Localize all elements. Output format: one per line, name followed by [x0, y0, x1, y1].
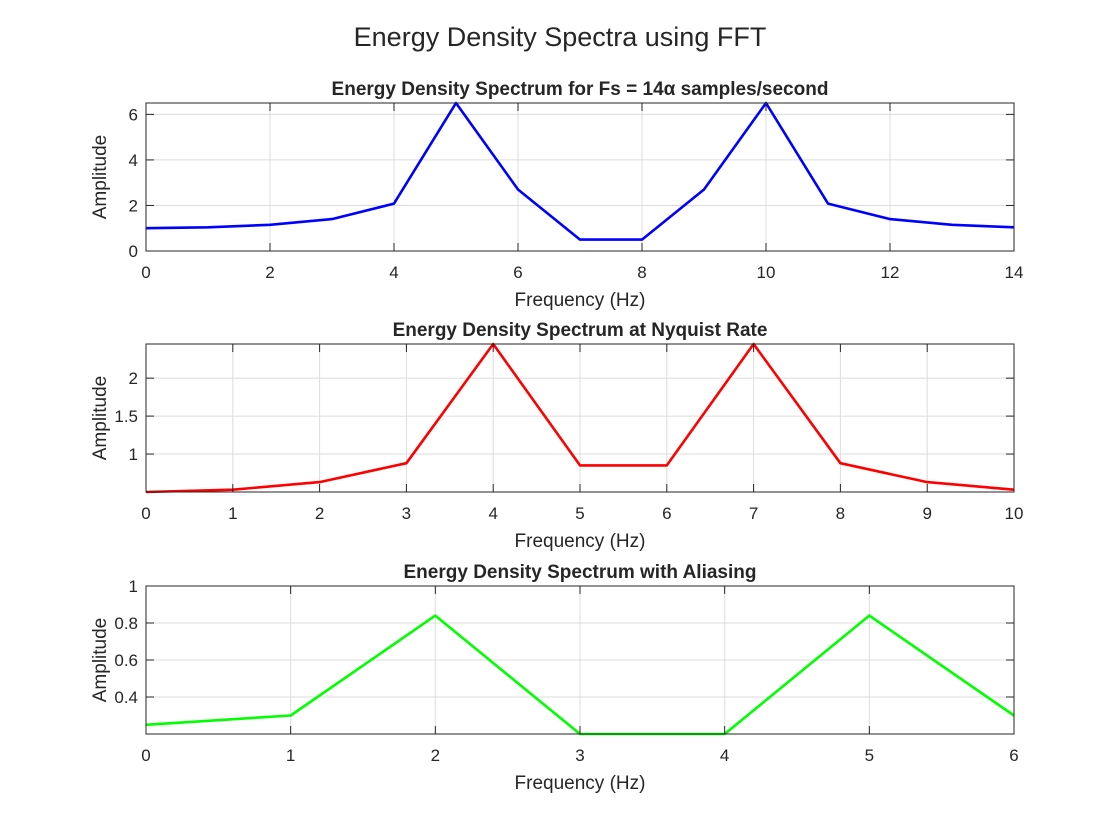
- x-tick-label: 14: [1005, 263, 1024, 282]
- y-tick-label: 0.8: [114, 614, 138, 633]
- figure-title: Energy Density Spectra using FFT: [354, 22, 767, 52]
- x-tick-label: 10: [757, 263, 776, 282]
- x-tick-label: 6: [1009, 746, 1018, 765]
- series-line-1: [145, 101, 1015, 241]
- y-axis-label: Amplitude: [90, 618, 111, 703]
- x-tick-label: 6: [513, 263, 522, 282]
- x-tick-label: 4: [720, 746, 729, 765]
- axes-box: [145, 102, 1015, 252]
- subplot-title: Energy Density Spectrum for Fs = 14α sam…: [332, 79, 829, 100]
- x-tick-label: 8: [637, 263, 646, 282]
- x-tick-label: 10: [1005, 504, 1024, 523]
- subplot-title: Energy Density Spectrum with Aliasing: [404, 562, 757, 583]
- x-tick-label: 6: [662, 504, 671, 523]
- x-tick-label: 1: [228, 504, 237, 523]
- x-tick-label: 5: [865, 746, 874, 765]
- y-tick-label: 1: [129, 445, 138, 464]
- x-tick-label: 12: [881, 263, 900, 282]
- x-tick-label: 2: [315, 504, 324, 523]
- series-line-1: [145, 342, 1015, 494]
- subplot-1: 0 2 4 6 8 10 12 14 0 2 4 6 Energy Density Spectrum f…: [90, 79, 1023, 311]
- y-tick-label: 0: [129, 242, 138, 261]
- x-tick-label: 5: [575, 504, 584, 523]
- subplot-2: 0 1 2 3 4 5 6 7 8 9 10 1 1.5 2 Energy Density Spectrum…: [90, 320, 1023, 552]
- x-tick-label: 1: [286, 746, 295, 765]
- y-tick-label: 0.4: [114, 688, 138, 707]
- x-tick-label: 3: [402, 504, 411, 523]
- x-tick-label: 4: [389, 263, 398, 282]
- x-tick-label: 3: [575, 746, 584, 765]
- subplot-3: 0 1 2 3 4 5 6 0.4 0.6 0.8 1 Energy Density Spectrum…: [90, 562, 1019, 794]
- x-axis-label: Frequency (Hz): [515, 773, 646, 794]
- y-tick-label: 1: [129, 577, 138, 596]
- y-tick-label: 6: [129, 105, 138, 124]
- x-tick-label: 2: [431, 746, 440, 765]
- x-tick-label: 0: [141, 504, 150, 523]
- x-tick-label: 0: [141, 263, 150, 282]
- x-tick-label: 8: [836, 504, 845, 523]
- x-tick-label: 0: [141, 746, 150, 765]
- x-axis-label: Frequency (Hz): [515, 531, 646, 552]
- y-tick-label: 2: [129, 196, 138, 215]
- y-axis-label: Amplitude: [90, 135, 111, 220]
- y-axis-label: Amplitude: [90, 376, 111, 461]
- y-tick-label: 4: [129, 151, 138, 170]
- y-tick-label: 0.6: [114, 651, 138, 670]
- x-tick-label: 9: [922, 504, 931, 523]
- x-tick-label: 4: [488, 504, 497, 523]
- x-axis-label: Frequency (Hz): [515, 290, 646, 311]
- y-tick-label: 1.5: [114, 407, 138, 426]
- x-tick-label: 7: [749, 504, 758, 523]
- subplot-title: Energy Density Spectrum at Nyquist Rate: [393, 320, 768, 341]
- x-tick-label: 2: [265, 263, 274, 282]
- y-tick-label: 2: [129, 369, 138, 388]
- plot-area: [146, 103, 1014, 251]
